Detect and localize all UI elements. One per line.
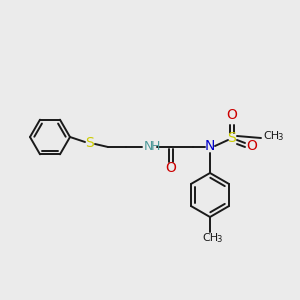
Text: 3: 3 [277, 134, 283, 142]
Text: N: N [143, 140, 153, 152]
Text: O: O [166, 161, 176, 175]
Text: S: S [85, 136, 94, 150]
Text: CH: CH [202, 233, 218, 243]
Text: 3: 3 [216, 236, 222, 244]
Text: H: H [150, 140, 160, 152]
Text: N: N [205, 139, 215, 153]
Text: O: O [226, 108, 237, 122]
Text: O: O [247, 139, 257, 153]
Text: S: S [228, 131, 236, 145]
Text: CH: CH [263, 131, 279, 141]
